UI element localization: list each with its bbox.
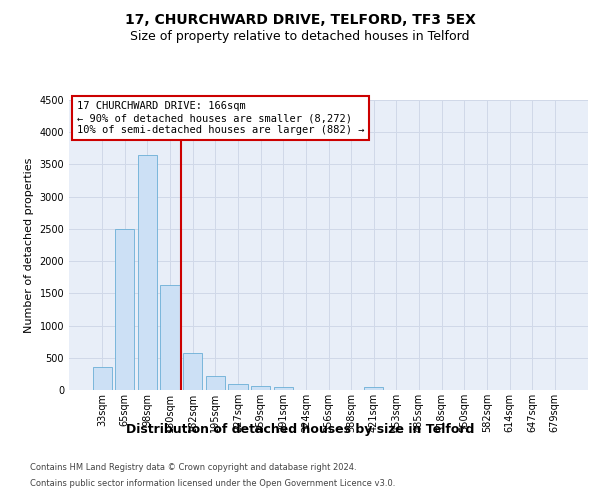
Text: Size of property relative to detached houses in Telford: Size of property relative to detached ho… (130, 30, 470, 43)
Y-axis label: Number of detached properties: Number of detached properties (24, 158, 34, 332)
Bar (160, 286, 180, 390)
Bar (138, 155, 157, 390)
Bar (274, 387, 293, 390)
Bar (183, 353, 202, 390)
Text: Distribution of detached houses by size in Telford: Distribution of detached houses by size … (126, 422, 474, 436)
Text: Contains public sector information licensed under the Open Government Licence v3: Contains public sector information licen… (30, 479, 395, 488)
Bar (115, 229, 134, 390)
Bar (364, 387, 383, 390)
Bar (206, 376, 225, 390)
Text: 17 CHURCHWARD DRIVE: 166sqm
← 90% of detached houses are smaller (8,272)
10% of : 17 CHURCHWARD DRIVE: 166sqm ← 90% of det… (77, 102, 364, 134)
Bar (229, 384, 248, 390)
Bar (251, 386, 270, 390)
Text: Contains HM Land Registry data © Crown copyright and database right 2024.: Contains HM Land Registry data © Crown c… (30, 462, 356, 471)
Text: 17, CHURCHWARD DRIVE, TELFORD, TF3 5EX: 17, CHURCHWARD DRIVE, TELFORD, TF3 5EX (125, 12, 475, 26)
Bar (92, 368, 112, 390)
